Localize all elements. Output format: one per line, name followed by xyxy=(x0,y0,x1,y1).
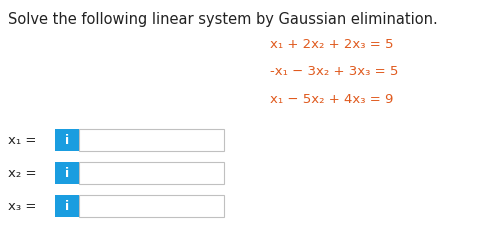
Text: Solve the following linear system by Gaussian elimination.: Solve the following linear system by Gau… xyxy=(8,12,438,27)
Text: x₁ − 5x₂ + 4x₃ = 9: x₁ − 5x₂ + 4x₃ = 9 xyxy=(270,93,393,106)
Text: i: i xyxy=(65,134,69,147)
Text: i: i xyxy=(65,200,69,212)
Text: i: i xyxy=(65,167,69,180)
Bar xyxy=(79,195,224,217)
Text: x₂ =: x₂ = xyxy=(8,167,37,180)
Bar xyxy=(55,129,79,151)
Text: x₁ =: x₁ = xyxy=(8,134,37,147)
Text: x₁ + 2x₂ + 2x₃ = 5: x₁ + 2x₂ + 2x₃ = 5 xyxy=(270,38,393,51)
Text: x₃ =: x₃ = xyxy=(8,200,37,212)
Bar xyxy=(79,129,224,151)
Text: -x₁ − 3x₂ + 3x₃ = 5: -x₁ − 3x₂ + 3x₃ = 5 xyxy=(270,65,398,78)
Bar xyxy=(55,162,79,184)
Bar xyxy=(79,162,224,184)
Bar xyxy=(55,195,79,217)
